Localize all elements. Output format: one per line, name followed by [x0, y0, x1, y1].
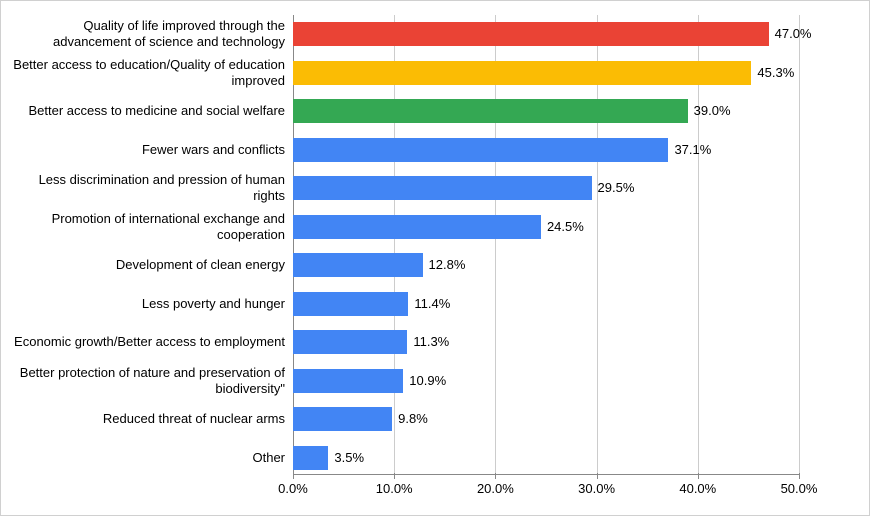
category-label: Fewer wars and conflicts: [13, 131, 285, 170]
bar: [293, 369, 403, 393]
category-label: Promotion of international exchange and …: [13, 208, 285, 247]
category-label: Less poverty and hunger: [13, 285, 285, 324]
x-tick-label: 0.0%: [278, 481, 308, 496]
category-label: Better access to education/Quality of ed…: [13, 54, 285, 93]
bar: [293, 22, 769, 46]
bar: [293, 330, 407, 354]
tick-mark: [799, 473, 800, 479]
value-label: 10.9%: [409, 369, 446, 393]
bar: [293, 99, 688, 123]
x-tick-label: 10.0%: [376, 481, 413, 496]
x-axis-line: [293, 474, 799, 475]
x-axis-ticks: 0.0%10.0%20.0%30.0%40.0%50.0%: [293, 479, 799, 499]
category-label: Economic growth/Better access to employm…: [13, 323, 285, 362]
value-label: 24.5%: [547, 215, 584, 239]
tick-mark: [597, 473, 598, 479]
value-label: 11.3%: [413, 330, 449, 354]
tick-mark: [495, 473, 496, 479]
value-label: 9.8%: [398, 407, 428, 431]
value-label: 29.5%: [598, 176, 635, 200]
category-label: Better access to medicine and social wel…: [13, 92, 285, 131]
value-label: 39.0%: [694, 99, 731, 123]
category-label: Less discrimination and pression of huma…: [13, 169, 285, 208]
tick-mark: [394, 473, 395, 479]
value-label: 47.0%: [775, 22, 812, 46]
bar: [293, 292, 408, 316]
tick-mark: [293, 473, 294, 479]
x-tick-label: 50.0%: [781, 481, 818, 496]
category-labels-area: Quality of life improved through the adv…: [11, 15, 289, 475]
bar: [293, 407, 392, 431]
bar: [293, 253, 423, 277]
category-label: Better protection of nature and preserva…: [13, 362, 285, 401]
x-tick-label: 30.0%: [578, 481, 615, 496]
value-label: 3.5%: [334, 446, 364, 470]
plot-area: 47.0%45.3%39.0%37.1%29.5%24.5%12.8%11.4%…: [293, 15, 799, 475]
x-tick-label: 20.0%: [477, 481, 514, 496]
value-label: 12.8%: [429, 253, 466, 277]
grid-line: [799, 15, 800, 475]
category-label: Other: [13, 439, 285, 478]
category-label: Reduced threat of nuclear arms: [13, 400, 285, 439]
value-label: 45.3%: [757, 61, 794, 85]
category-label: Quality of life improved through the adv…: [13, 15, 285, 54]
bar: [293, 446, 328, 470]
bar: [293, 61, 751, 85]
bar: [293, 215, 541, 239]
bar: [293, 176, 592, 200]
category-label: Development of clean energy: [13, 246, 285, 285]
chart-container: Quality of life improved through the adv…: [0, 0, 870, 516]
value-label: 11.4%: [414, 292, 450, 316]
bar: [293, 138, 668, 162]
tick-mark: [698, 473, 699, 479]
x-tick-label: 40.0%: [679, 481, 716, 496]
value-label: 37.1%: [674, 138, 711, 162]
